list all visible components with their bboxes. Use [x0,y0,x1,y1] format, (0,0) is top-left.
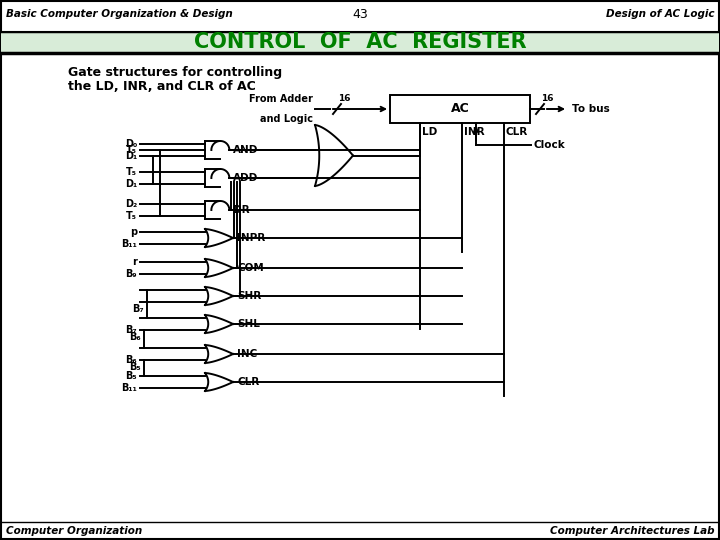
Text: T₅: T₅ [126,167,137,177]
Text: LD: LD [422,127,437,137]
Text: p: p [130,227,137,237]
Text: B₆: B₆ [130,332,141,342]
Text: From Adder: From Adder [249,94,313,104]
Text: B₅: B₅ [130,362,141,372]
Text: Computer Organization: Computer Organization [6,526,143,536]
Text: CLR: CLR [506,127,528,137]
Text: AC: AC [451,103,469,116]
Text: INPR: INPR [237,233,265,243]
Text: B₇: B₇ [125,325,137,335]
Text: B₉: B₉ [125,269,137,279]
Text: and Logic: and Logic [260,114,313,124]
Text: D₁: D₁ [125,151,137,161]
Text: T₅: T₅ [126,145,137,155]
Text: INC: INC [237,349,257,359]
Text: DR: DR [233,205,250,215]
Text: COM: COM [237,263,264,273]
Text: Gate structures for controlling: Gate structures for controlling [68,66,282,79]
Text: D₀: D₀ [125,139,137,149]
Text: CLR: CLR [237,377,259,387]
Text: Computer Architectures Lab: Computer Architectures Lab [549,526,714,536]
Text: ADD: ADD [233,173,258,183]
Text: Basic Computer Organization & Design: Basic Computer Organization & Design [6,9,233,19]
Text: Design of AC Logic: Design of AC Logic [606,9,714,19]
Text: B₇: B₇ [132,304,144,314]
Text: B₅: B₅ [125,371,137,381]
Text: 16: 16 [338,94,351,103]
Text: SHL: SHL [237,319,260,329]
Text: SHR: SHR [237,291,261,301]
Text: D₂: D₂ [125,199,137,209]
Text: B₆: B₆ [125,355,137,365]
Text: To bus: To bus [572,104,610,114]
Text: CONTROL  OF  AC  REGISTER: CONTROL OF AC REGISTER [194,32,526,52]
Text: T₅: T₅ [126,211,137,221]
Text: D₁: D₁ [125,179,137,189]
Text: r: r [132,257,137,267]
Text: B₁₁: B₁₁ [121,239,137,249]
Text: INR: INR [464,127,485,137]
Bar [390,95,530,123]
Text: Clock: Clock [534,140,566,150]
Text: the LD, INR, and CLR of AC: the LD, INR, and CLR of AC [68,80,256,93]
Bar [1,32,719,53]
Text: B₁₁: B₁₁ [121,383,137,393]
Text: 16: 16 [541,94,554,103]
Text: 43: 43 [352,8,368,21]
Text: AND: AND [233,145,258,155]
